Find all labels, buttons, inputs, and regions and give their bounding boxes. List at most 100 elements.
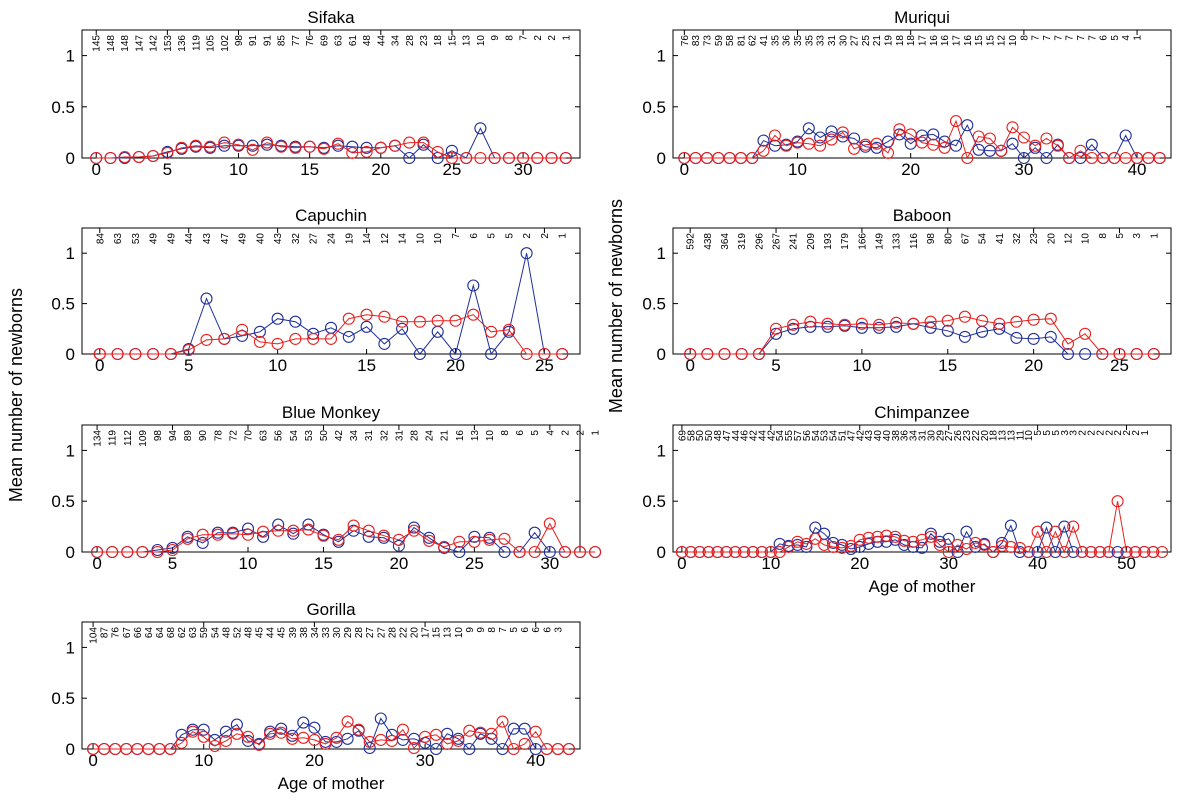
x-tick-label-gorilla: 30 xyxy=(416,751,435,770)
y-tick-label-capuchin: 0 xyxy=(66,345,75,364)
count-label-capuchin: 10 xyxy=(415,233,426,245)
data-point-baboon-2 xyxy=(1044,312,1057,325)
data-point-muriqui-2 xyxy=(814,139,827,152)
count-label-muriqui: 7 xyxy=(1076,35,1087,41)
count-label-capuchin: 14 xyxy=(362,233,373,245)
data-point-blue-monkey-2 xyxy=(332,533,345,546)
count-label-chimpanzee: 2 xyxy=(1086,430,1097,436)
data-point-blue-monkey-2 xyxy=(211,528,224,541)
y-tick-label-sifaka: 0.5 xyxy=(51,98,75,117)
count-label-gorilla: 30 xyxy=(332,627,343,639)
count-label-chimpanzee: 54 xyxy=(775,430,786,442)
count-label-baboon: 20 xyxy=(1046,233,1057,245)
y-tick-label-muriqui: 0 xyxy=(657,149,666,168)
y-tick-label-gorilla: 0 xyxy=(66,740,75,759)
count-label-chimpanzee: 1 xyxy=(1140,430,1151,436)
data-point-baboon-1 xyxy=(1027,332,1040,345)
data-point-baboon-2 xyxy=(1010,315,1023,328)
data-point-blue-monkey-2 xyxy=(483,533,496,546)
count-label-chimpanzee: 22 xyxy=(971,430,982,442)
data-point-capuchin-2 xyxy=(289,332,302,345)
data-point-muriqui-1 xyxy=(814,131,827,144)
count-label-sifaka: 9 xyxy=(490,35,501,41)
count-label-sifaka: 2 xyxy=(533,35,544,41)
y-tick-label-blue-monkey: 0.5 xyxy=(51,492,75,511)
data-point-muriqui-2 xyxy=(1063,151,1076,165)
data-point-gorilla-1 xyxy=(363,741,376,755)
data-point-chimpanzee-2 xyxy=(800,537,813,550)
y-tick-label-muriqui: 1 xyxy=(657,47,666,66)
data-point-baboon-2 xyxy=(752,347,765,361)
count-label-baboon: 23 xyxy=(1029,233,1040,245)
data-point-baboon-1 xyxy=(873,321,886,334)
data-point-gorilla-1 xyxy=(230,718,243,731)
data-point-blue-monkey-2 xyxy=(362,524,375,537)
count-label-muriqui: 33 xyxy=(816,35,827,47)
x-tick-label-muriqui: 10 xyxy=(788,160,807,179)
data-point-sifaka-2 xyxy=(502,151,515,165)
x-tick-label-capuchin: 5 xyxy=(184,356,193,375)
data-point-baboon-2 xyxy=(993,317,1006,330)
data-point-muriqui-2 xyxy=(972,130,985,143)
data-point-capuchin-2 xyxy=(556,347,569,361)
data-point-muriqui-2 xyxy=(1074,144,1087,157)
data-point-blue-monkey-2 xyxy=(498,532,511,545)
count-label-gorilla: 9 xyxy=(476,627,487,633)
count-label-capuchin: 84 xyxy=(95,233,106,245)
chart-title-baboon: Baboon xyxy=(893,206,952,225)
count-label-muriqui: 35 xyxy=(770,35,781,47)
data-point-capuchin-2 xyxy=(253,335,266,348)
count-label-gorilla: 27 xyxy=(365,627,376,639)
data-point-muriqui-2 xyxy=(870,137,883,150)
count-label-gorilla: 8 xyxy=(487,627,498,633)
data-point-gorilla-2 xyxy=(496,715,509,728)
count-label-chimpanzee: 40 xyxy=(882,430,893,442)
data-point-capuchin-1 xyxy=(289,315,302,328)
series-line-baboon-1 xyxy=(690,323,1154,355)
data-point-sifaka-2 xyxy=(104,151,117,165)
count-label-sifaka: 148 xyxy=(120,35,131,52)
count-label-gorilla: 48 xyxy=(244,627,255,639)
data-point-gorilla-1 xyxy=(430,742,443,756)
count-label-chimpanzee: 2 xyxy=(1113,430,1124,436)
data-point-chimpanzee-2 xyxy=(862,531,875,544)
count-label-capuchin: 43 xyxy=(202,233,213,245)
data-point-baboon-2 xyxy=(684,347,697,361)
data-point-chimpanzee-2 xyxy=(987,545,1000,559)
count-label-muriqui: 6 xyxy=(1099,35,1110,41)
data-point-gorilla-2 xyxy=(164,742,177,756)
count-label-sifaka: 48 xyxy=(362,35,373,47)
data-point-sifaka-1 xyxy=(246,139,259,152)
data-point-chimpanzee-2 xyxy=(1093,545,1106,559)
count-label-gorilla: 28 xyxy=(354,627,365,639)
data-point-chimpanzee-2 xyxy=(915,533,929,546)
count-label-gorilla: 64 xyxy=(155,627,166,639)
data-point-muriqui-2 xyxy=(757,144,770,157)
count-label-capuchin: 5 xyxy=(487,233,498,239)
count-label-muriqui: 4 xyxy=(1121,35,1132,41)
chart-title-capuchin: Capuchin xyxy=(295,206,367,225)
data-point-capuchin-1 xyxy=(396,322,409,335)
data-point-capuchin-2 xyxy=(200,333,213,346)
count-label-gorilla: 38 xyxy=(299,627,310,639)
count-label-chimpanzee: 27 xyxy=(944,430,955,442)
data-point-chimpanzee-2 xyxy=(702,545,715,559)
count-label-muriqui: 16 xyxy=(929,35,940,47)
count-label-gorilla: 104 xyxy=(89,627,100,644)
data-point-baboon-1 xyxy=(1079,347,1092,361)
x-tick-label-chimpanzee: 0 xyxy=(677,554,686,573)
data-point-gorilla-1 xyxy=(374,712,387,725)
count-label-gorilla: 22 xyxy=(398,627,409,639)
data-point-muriqui-2 xyxy=(904,128,917,141)
count-label-baboon: 12 xyxy=(1063,233,1074,245)
data-point-baboon-1 xyxy=(1061,347,1075,361)
data-point-sifaka-2 xyxy=(90,151,103,165)
y-axis-label-left: Mean number of newborns xyxy=(6,288,26,502)
count-label-chimpanzee: 11 xyxy=(1015,430,1026,441)
data-point-capuchin-2 xyxy=(467,308,480,321)
series-line-chimpanzee-2 xyxy=(681,501,1163,554)
series-line-capuchin-2 xyxy=(99,314,563,355)
data-point-baboon-2 xyxy=(958,310,971,323)
x-tick-label-sifaka: 30 xyxy=(514,160,533,179)
